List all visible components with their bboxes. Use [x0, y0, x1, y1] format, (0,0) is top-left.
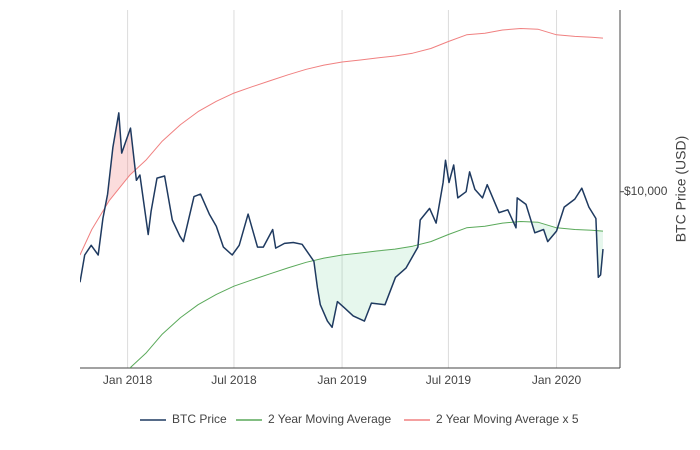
y-tick-label: $10,000	[624, 184, 668, 198]
series-line	[80, 112, 604, 329]
x-tick-label: Jan 2019	[317, 373, 367, 387]
x-tick-label: Jul 2018	[211, 373, 257, 387]
legend-label: 2 Year Moving Average	[268, 412, 392, 426]
plot-area	[80, 28, 604, 368]
x-tick-label: Jan 2020	[532, 373, 582, 387]
legend-label: 2 Year Moving Average x 5	[436, 412, 579, 426]
series-line	[129, 221, 604, 368]
x-tick-label: Jul 2019	[426, 373, 472, 387]
x-tick-label: Jan 2018	[103, 373, 153, 387]
fill-group	[80, 112, 603, 255]
overvalued-fill	[80, 112, 603, 255]
fill-group	[129, 221, 603, 328]
series-line	[80, 28, 604, 256]
undervalued-fill	[129, 221, 603, 328]
legend-label: BTC Price	[172, 412, 227, 426]
y-axis-title: BTC Price (USD)	[673, 136, 689, 243]
